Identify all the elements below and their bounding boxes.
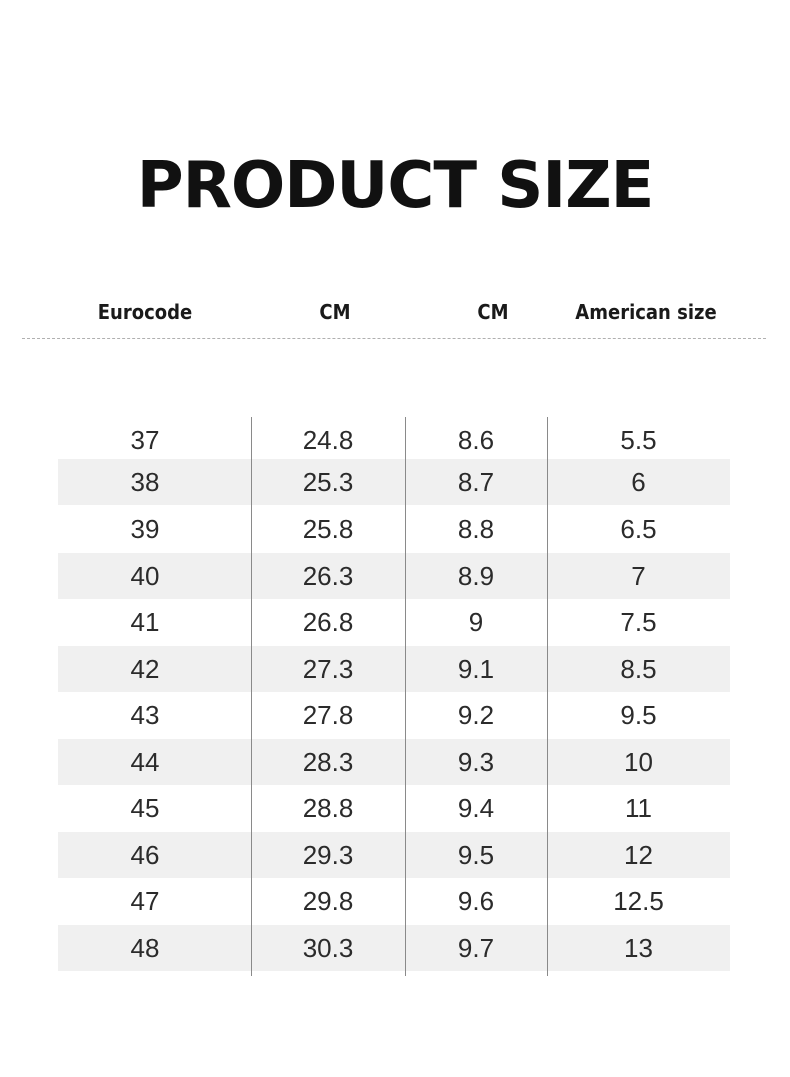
table-row: 43 27.8 9.2 9.5 [58,692,730,738]
cell-cm-2: 8.7 [457,467,495,497]
page-title: PRODUCT SIZE [136,149,655,223]
cell-cm: 29.3 [302,840,354,870]
cell-cm-2: 9 [468,607,484,637]
cell-american-size: 8.5 [620,654,657,684]
column-separator-3 [547,417,548,976]
cell-cm-2: 9.7 [457,933,495,963]
cell-eurocode: 43 [130,700,160,730]
cell-cm: 25.3 [302,467,354,497]
cell-cm: 28.8 [302,793,354,823]
table-row: 48 30.3 9.7 13 [58,925,730,971]
cell-cm-2: 9.5 [457,840,495,870]
table-row: 46 29.3 9.5 12 [58,832,730,878]
size-table: 37 24.8 8.6 5.5 38 25.3 8.7 6 39 25.8 8.8 6.5 40 26.3… [58,417,730,976]
cell-american-size: 13 [624,933,653,963]
cell-eurocode: 40 [130,561,160,591]
table-row: 45 28.8 9.4 11 [58,785,730,831]
cell-cm: 27.8 [302,700,354,730]
cell-american-size: 7.5 [620,607,657,637]
table-row: 38 25.3 8.7 6 [58,459,730,505]
table-header: Eurocode CM CM American size [0,296,790,328]
cell-american-size: 5.5 [620,425,657,455]
cell-cm-2: 9.6 [457,886,495,916]
cell-eurocode: 38 [130,467,160,497]
cell-cm: 29.8 [302,886,354,916]
cell-eurocode: 42 [130,654,160,684]
cell-american-size: 12.5 [613,886,664,916]
table-row: 39 25.8 8.8 6.5 [58,506,730,552]
cell-american-size: 6 [631,467,646,497]
table-row: 44 28.3 9.3 10 [58,739,730,785]
column-separator-1 [251,417,252,976]
header-eurocode: Eurocode [97,300,193,324]
table-row: 40 26.3 8.9 7 [58,553,730,599]
cell-cm-2: 9.1 [457,654,495,684]
cell-cm-2: 9.3 [457,747,495,777]
cell-eurocode: 37 [130,425,160,455]
cell-cm-2: 8.8 [457,514,495,544]
header-cm-1: CM [319,300,351,324]
cell-eurocode: 46 [130,840,160,870]
cell-cm: 24.8 [302,425,354,455]
cell-eurocode: 44 [130,747,160,777]
cell-american-size: 11 [625,793,652,823]
cell-cm-2: 9.2 [457,700,495,730]
cell-cm: 27.3 [302,654,354,684]
cell-eurocode: 39 [130,514,160,544]
column-separator-2 [405,417,406,976]
cell-cm-2: 9.4 [457,793,495,823]
cell-eurocode: 48 [130,933,160,963]
cell-eurocode: 41 [130,607,160,637]
cell-cm-2: 8.9 [457,561,495,591]
cell-american-size: 7 [631,561,646,591]
cell-american-size: 6.5 [620,514,657,544]
cell-cm: 26.3 [302,561,354,591]
table-row: 41 26.8 9 7.5 [58,599,730,645]
cell-american-size: 12 [624,840,653,870]
table-row: 37 24.8 8.6 5.5 [58,417,730,463]
table-row: 42 27.3 9.1 8.5 [58,646,730,692]
table-row: 47 29.8 9.6 12.5 [58,878,730,924]
cell-american-size: 10 [624,747,653,777]
header-divider [22,338,766,339]
cell-cm: 30.3 [302,933,354,963]
cell-eurocode: 47 [130,886,160,916]
header-american-size: American size [575,300,717,324]
cell-cm: 25.8 [302,514,354,544]
cell-cm-2: 8.6 [457,425,495,455]
cell-cm: 26.8 [302,607,354,637]
cell-cm: 28.3 [302,747,354,777]
header-cm-2: CM [477,300,509,324]
cell-american-size: 9.5 [620,700,657,730]
cell-eurocode: 45 [130,793,160,823]
